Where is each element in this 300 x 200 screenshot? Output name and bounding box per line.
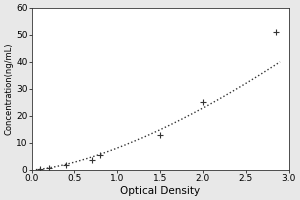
Y-axis label: Concentration(ng/mL): Concentration(ng/mL) — [4, 43, 13, 135]
X-axis label: Optical Density: Optical Density — [120, 186, 200, 196]
